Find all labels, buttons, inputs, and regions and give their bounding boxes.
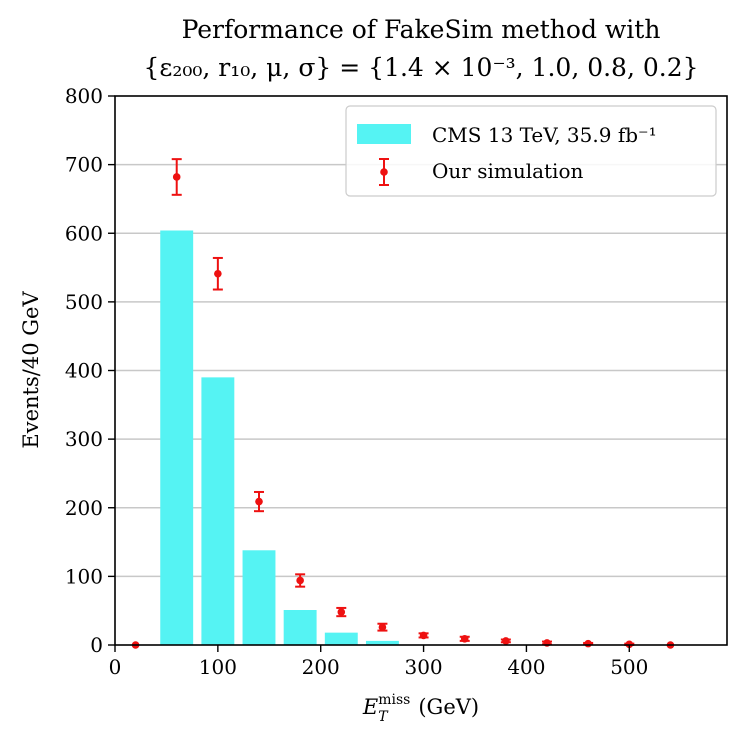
- bar-260: [365, 640, 399, 645]
- data-point-380: [500, 637, 511, 645]
- legend-label-cms: CMS 13 TeV, 35.9 fb⁻¹: [432, 123, 657, 147]
- y-tick-label-200: 200: [65, 496, 103, 520]
- chart-title-line-2: {ε₂₀₀, r₁₀, μ, σ} = {1.4 × 10⁻³, 1.0, 0.…: [143, 53, 698, 82]
- x-axis-ticks: 0 100 200 300 400 500: [109, 645, 648, 679]
- legend-swatch-cms: [357, 124, 411, 144]
- bar-220: [324, 632, 358, 645]
- y-tick-label-400: 400: [65, 359, 103, 383]
- data-point-100: [212, 256, 223, 291]
- y-axis-label: Events/40 GeV: [19, 291, 43, 449]
- data-point-180: [295, 573, 306, 588]
- legend-label-simulation: Our simulation: [432, 159, 583, 183]
- y-tick-label-500: 500: [65, 290, 103, 314]
- x-tick-label-300: 300: [404, 655, 442, 679]
- data-point-60: [171, 158, 182, 196]
- x-tick-label-0: 0: [109, 655, 122, 679]
- bar-140: [242, 550, 276, 645]
- x-tick-label-500: 500: [610, 655, 648, 679]
- y-tick-label-700: 700: [65, 153, 103, 177]
- y-tick-label-0: 0: [90, 633, 103, 657]
- data-point-220: [336, 606, 347, 618]
- data-point-260: [377, 622, 388, 632]
- data-point-300: [418, 631, 429, 640]
- bar-180: [283, 610, 317, 645]
- x-tick-label-200: 200: [302, 655, 340, 679]
- chart-title-line-1: Performance of FakeSim method with: [182, 15, 661, 44]
- chart-title: Performance of FakeSim method with {ε₂₀₀…: [143, 15, 698, 82]
- data-point-140: [254, 490, 264, 513]
- bar-60: [160, 230, 194, 645]
- y-tick-label-600: 600: [65, 221, 103, 245]
- data-point-340: [459, 635, 470, 643]
- legend: CMS 13 TeV, 35.9 fb⁻¹ Our simulation: [345, 105, 717, 197]
- bar-series: [160, 230, 399, 645]
- x-tick-label-100: 100: [199, 655, 237, 679]
- x-axis-label: Emiss T (GeV): [362, 692, 479, 725]
- y-tick-label-800: 800: [65, 84, 103, 108]
- legend-swatch-simulation: [379, 158, 389, 186]
- y-tick-label-100: 100: [65, 564, 103, 588]
- y-axis-ticks: 0 100 200 300 400 500 600 700 800: [65, 84, 115, 657]
- x-tick-label-400: 400: [507, 655, 545, 679]
- legend-box: [345, 105, 717, 197]
- bar-100: [201, 377, 235, 645]
- y-tick-label-300: 300: [65, 427, 103, 451]
- data-point-460: [583, 639, 594, 648]
